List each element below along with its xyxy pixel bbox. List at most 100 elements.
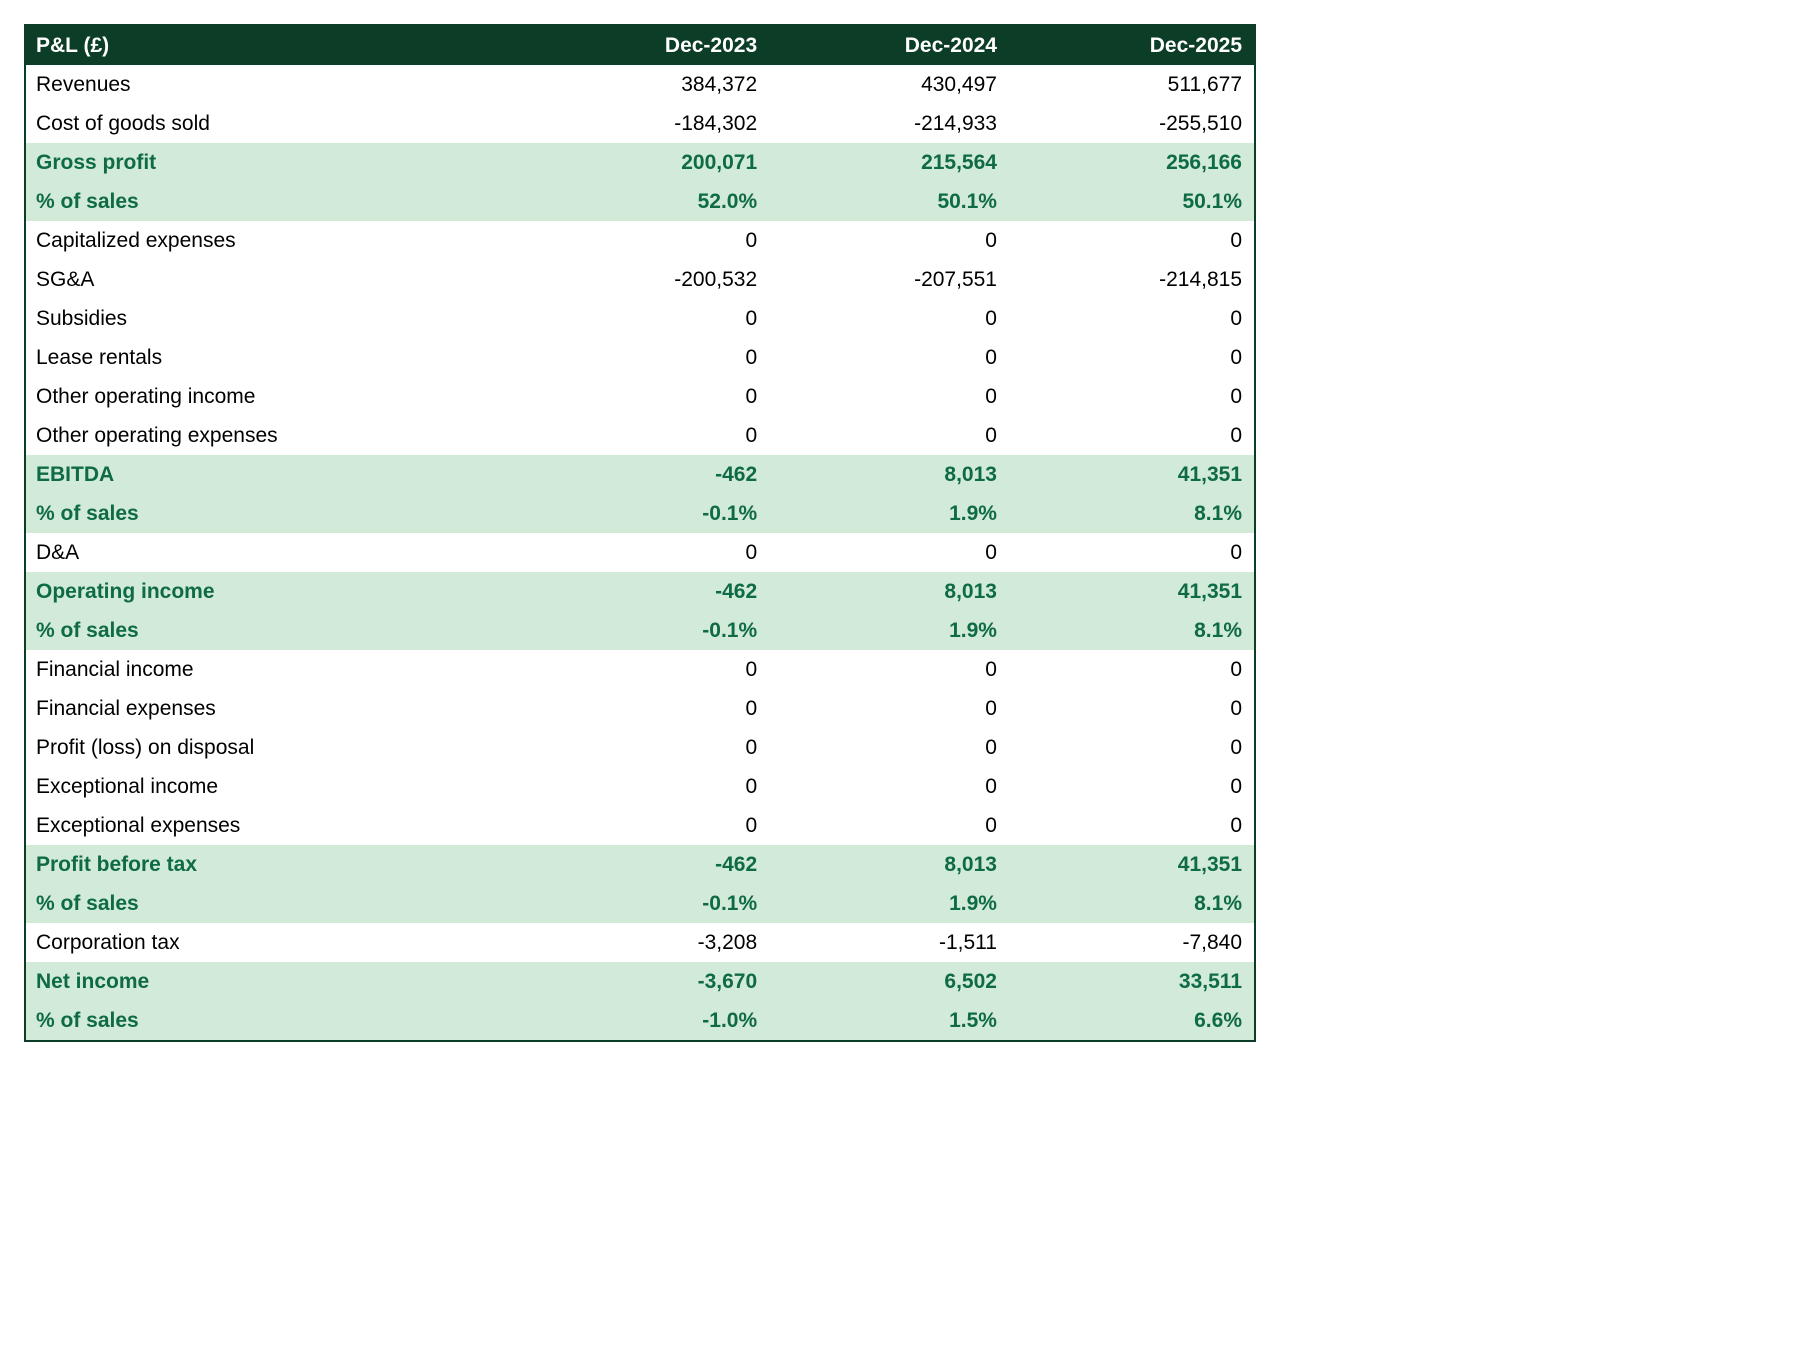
row-value: 200,071	[529, 143, 769, 182]
row-value: 1.5%	[769, 1001, 1009, 1041]
row-value: 0	[769, 299, 1009, 338]
row-value: -3,670	[529, 962, 769, 1001]
row-label: D&A	[25, 533, 529, 572]
table-row: Cost of goods sold-184,302-214,933-255,5…	[25, 104, 1255, 143]
row-value: 0	[769, 221, 1009, 260]
row-value: 1.9%	[769, 611, 1009, 650]
table-row: Financial income000	[25, 650, 1255, 689]
header-title: P&L (£)	[25, 25, 529, 65]
row-value: 1.9%	[769, 494, 1009, 533]
table-row: SG&A-200,532-207,551-214,815	[25, 260, 1255, 299]
table-row: EBITDA-4628,01341,351	[25, 455, 1255, 494]
table-row: % of sales-1.0%1.5%6.6%	[25, 1001, 1255, 1041]
row-value: 0	[529, 377, 769, 416]
row-value: 0	[769, 728, 1009, 767]
table-row: Profit before tax-4628,01341,351	[25, 845, 1255, 884]
row-value: -184,302	[529, 104, 769, 143]
row-value: 0	[529, 689, 769, 728]
row-value: 0	[1009, 767, 1255, 806]
row-value: 52.0%	[529, 182, 769, 221]
row-value: 0	[529, 806, 769, 845]
row-label: Profit before tax	[25, 845, 529, 884]
row-value: -7,840	[1009, 923, 1255, 962]
row-value: 0	[529, 299, 769, 338]
row-label: Profit (loss) on disposal	[25, 728, 529, 767]
table-row: Capitalized expenses000	[25, 221, 1255, 260]
table-row: Other operating expenses000	[25, 416, 1255, 455]
row-value: 50.1%	[769, 182, 1009, 221]
table-row: Net income-3,6706,50233,511	[25, 962, 1255, 1001]
row-value: 8.1%	[1009, 494, 1255, 533]
row-value: 0	[529, 533, 769, 572]
table-row: Other operating income000	[25, 377, 1255, 416]
table-row: Exceptional expenses000	[25, 806, 1255, 845]
row-value: 0	[769, 338, 1009, 377]
row-label: Other operating expenses	[25, 416, 529, 455]
row-value: 0	[769, 806, 1009, 845]
row-value: 0	[1009, 221, 1255, 260]
row-value: 50.1%	[1009, 182, 1255, 221]
row-value: 8.1%	[1009, 611, 1255, 650]
row-label: Operating income	[25, 572, 529, 611]
row-value: 0	[1009, 416, 1255, 455]
row-value: 0	[1009, 533, 1255, 572]
row-value: 511,677	[1009, 65, 1255, 104]
row-value: 8,013	[769, 455, 1009, 494]
row-value: 0	[769, 377, 1009, 416]
row-value: 0	[769, 416, 1009, 455]
row-label: % of sales	[25, 494, 529, 533]
row-value: 215,564	[769, 143, 1009, 182]
row-label: Gross profit	[25, 143, 529, 182]
row-value: 0	[1009, 806, 1255, 845]
row-value: -0.1%	[529, 884, 769, 923]
pl-table: P&L (£) Dec-2023 Dec-2024 Dec-2025 Reven…	[24, 24, 1256, 1042]
row-value: 0	[769, 767, 1009, 806]
row-label: Capitalized expenses	[25, 221, 529, 260]
row-value: 0	[529, 728, 769, 767]
row-value: 0	[1009, 377, 1255, 416]
row-value: 0	[529, 767, 769, 806]
row-label: Cost of goods sold	[25, 104, 529, 143]
row-value: 1.9%	[769, 884, 1009, 923]
row-value: 8.1%	[1009, 884, 1255, 923]
row-value: 8,013	[769, 845, 1009, 884]
row-label: Revenues	[25, 65, 529, 104]
row-label: Financial income	[25, 650, 529, 689]
row-value: 41,351	[1009, 455, 1255, 494]
row-label: Lease rentals	[25, 338, 529, 377]
row-value: 0	[769, 533, 1009, 572]
row-label: Other operating income	[25, 377, 529, 416]
header-period-3: Dec-2025	[1009, 25, 1255, 65]
pl-table-head: P&L (£) Dec-2023 Dec-2024 Dec-2025	[25, 25, 1255, 65]
row-label: % of sales	[25, 884, 529, 923]
row-value: 0	[769, 650, 1009, 689]
table-row: Financial expenses000	[25, 689, 1255, 728]
table-row: Gross profit200,071215,564256,166	[25, 143, 1255, 182]
table-row: Exceptional income000	[25, 767, 1255, 806]
row-value: 6.6%	[1009, 1001, 1255, 1041]
header-period-2: Dec-2024	[769, 25, 1009, 65]
row-label: SG&A	[25, 260, 529, 299]
row-value: -0.1%	[529, 494, 769, 533]
row-value: -1.0%	[529, 1001, 769, 1041]
table-row: % of sales52.0%50.1%50.1%	[25, 182, 1255, 221]
row-value: 0	[1009, 728, 1255, 767]
row-value: 0	[529, 221, 769, 260]
row-value: 0	[1009, 299, 1255, 338]
row-value: -462	[529, 455, 769, 494]
row-value: 0	[1009, 338, 1255, 377]
row-value: 8,013	[769, 572, 1009, 611]
row-value: 0	[529, 650, 769, 689]
row-label: % of sales	[25, 1001, 529, 1041]
row-value: 6,502	[769, 962, 1009, 1001]
row-value: -214,815	[1009, 260, 1255, 299]
row-value: 41,351	[1009, 845, 1255, 884]
row-value: 0	[1009, 650, 1255, 689]
row-label: % of sales	[25, 182, 529, 221]
table-row: Subsidies000	[25, 299, 1255, 338]
row-value: -207,551	[769, 260, 1009, 299]
row-value: 384,372	[529, 65, 769, 104]
row-label: Subsidies	[25, 299, 529, 338]
row-label: EBITDA	[25, 455, 529, 494]
table-row: % of sales-0.1%1.9%8.1%	[25, 494, 1255, 533]
